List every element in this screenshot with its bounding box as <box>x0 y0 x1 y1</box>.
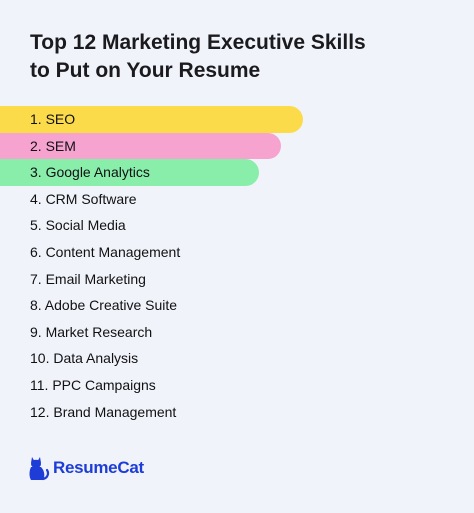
skill-item-market-research: 9. Market Research <box>0 319 474 346</box>
skill-item-ppc-campaigns: 11. PPC Campaigns <box>0 372 474 399</box>
page-title: Top 12 Marketing Executive Skills to Put… <box>30 29 460 85</box>
skill-label: 4. CRM Software <box>30 190 137 207</box>
skill-label: 11. PPC Campaigns <box>30 376 156 393</box>
skill-label: 7. Email Marketing <box>30 270 146 287</box>
skill-label: 10. Data Analysis <box>30 350 139 367</box>
skill-item-data-analysis: 10. Data Analysis <box>0 345 474 372</box>
skill-item-brand-management: 12. Brand Management <box>0 399 474 426</box>
skill-label: 1. SEO <box>30 111 76 127</box>
skill-item-email-marketing: 7. Email Marketing <box>0 266 474 293</box>
title-line-2: to Put on Your Resume <box>30 59 261 82</box>
skill-item-social-media: 5. Social Media <box>0 212 474 239</box>
skill-item-content-management: 6. Content Management <box>0 239 474 266</box>
skill-item-seo: 1. SEO <box>0 106 303 133</box>
title-line-1: Top 12 Marketing Executive Skills <box>30 31 366 54</box>
skill-label: 2. SEM <box>30 137 76 154</box>
skill-item-sem: 2. SEM <box>0 132 281 160</box>
skill-item-crm-software: 4. CRM Software <box>0 186 474 213</box>
skill-label: 5. Social Media <box>30 217 126 234</box>
skill-label: 6. Content Management <box>30 243 181 260</box>
skill-label: 12. Brand Management <box>30 403 177 420</box>
skills-list: 1. SEO 2. SEM 3. Google Analytics 4. CRM… <box>0 106 474 425</box>
brand-name: ResumeCat <box>53 458 144 477</box>
skill-label: 3. Google Analytics <box>30 164 150 181</box>
skill-item-google-analytics: 3. Google Analytics <box>0 159 259 186</box>
skill-item-adobe-creative-suite: 8. Adobe Creative Suite <box>0 292 474 319</box>
cat-icon <box>29 457 50 481</box>
skill-label: 9. Market Research <box>30 323 153 340</box>
skill-label: 8. Adobe Creative Suite <box>30 297 178 314</box>
